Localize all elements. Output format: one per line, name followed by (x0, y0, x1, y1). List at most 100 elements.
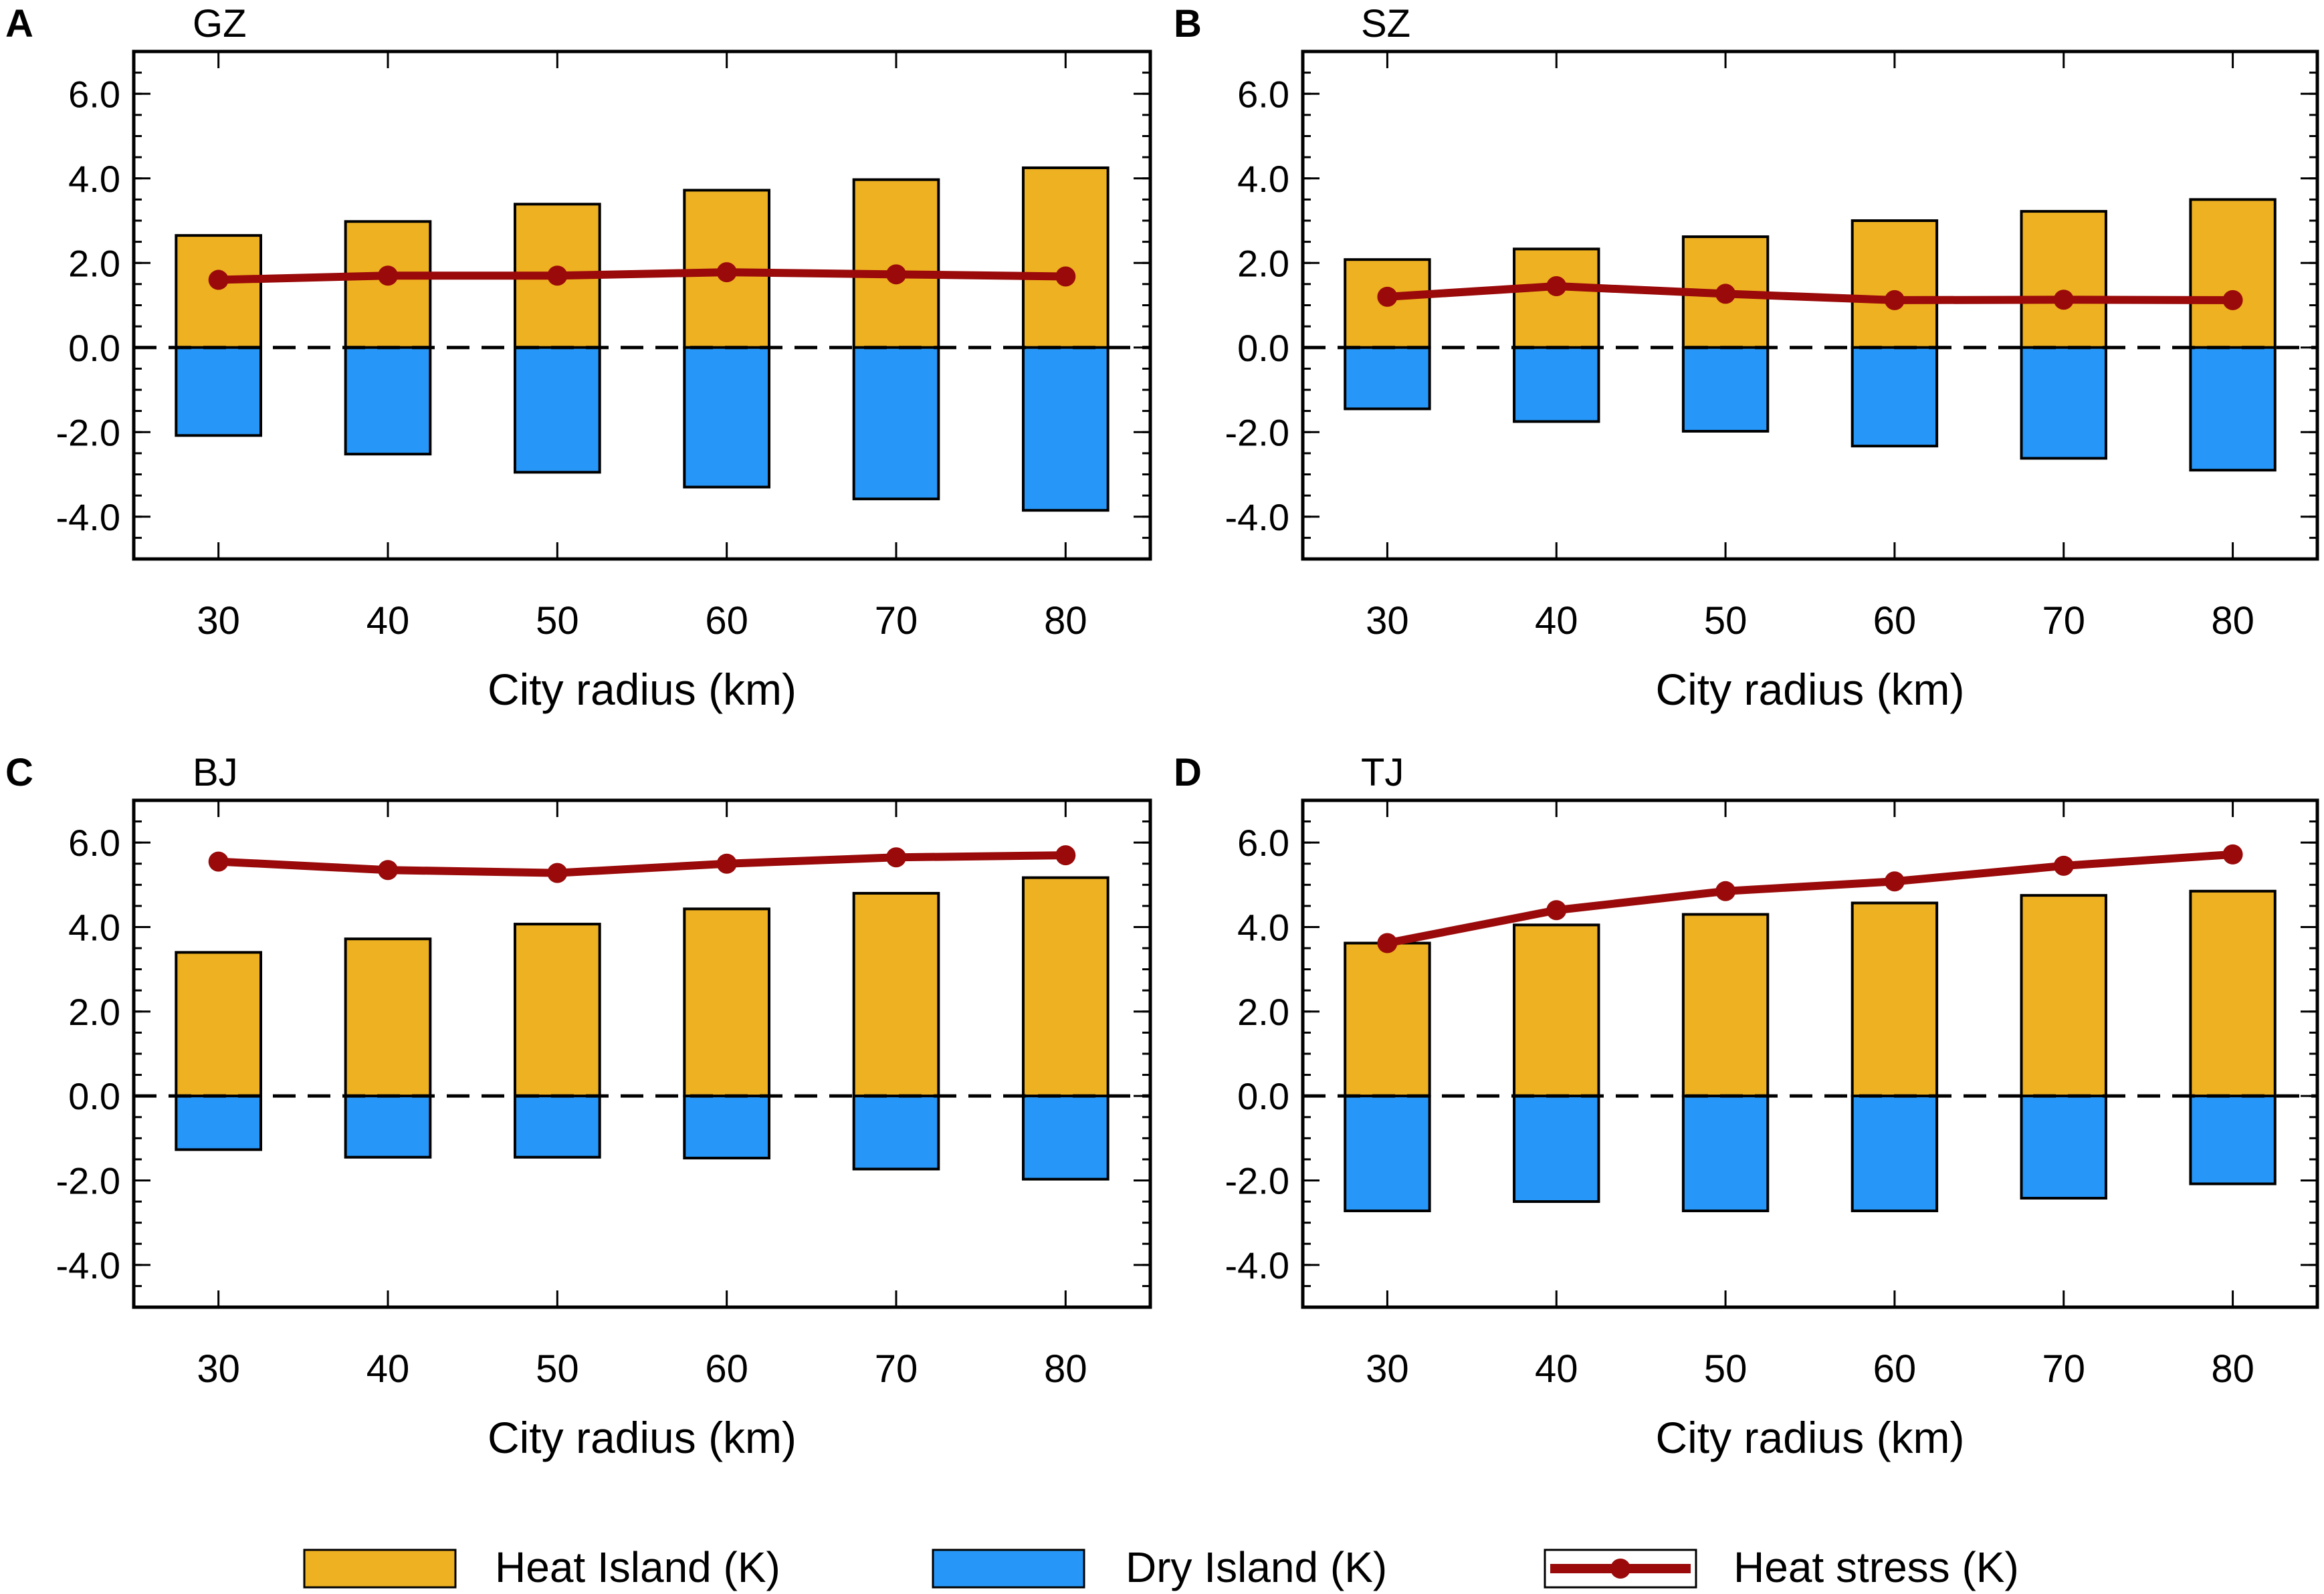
dry-island-bar (514, 346, 601, 474)
dry-island-bar (1681, 346, 1770, 433)
y-tick-label: -4.0 (56, 496, 121, 538)
y-tick-label: 2.0 (68, 242, 120, 284)
plot-frame (1301, 798, 2319, 1309)
heat-stress-point (547, 265, 568, 286)
legend-heat-island-label: Heat Island (K) (495, 1543, 780, 1591)
panel-title: BJ (193, 751, 238, 794)
y-tick-label: -2.0 (1225, 1160, 1290, 1202)
heat-stress-point (1377, 933, 1398, 953)
panel-title: TJ (1361, 751, 1404, 794)
dry-island-bar (344, 1095, 432, 1159)
y-tick-label: -2.0 (56, 1160, 121, 1202)
panel-title: SZ (1361, 2, 1410, 45)
plot-frame (1301, 49, 2319, 561)
x-tick-label: 40 (1535, 1347, 1578, 1391)
y-tick-label: 6.0 (68, 822, 120, 864)
x-tick-label: 30 (1366, 1347, 1409, 1391)
x-tick-label: 80 (1044, 599, 1087, 643)
heat-stress-point (886, 264, 906, 285)
heat-stress-point (1546, 900, 1567, 921)
chart-panel-d: D TJ 6.0 4.0 2.0 0.0 -2.0 -4.0 30 40 50 60 70 80 City … (1174, 751, 2319, 1462)
heat-island-bar (1022, 876, 1110, 1098)
x-tick-label: 40 (366, 1347, 410, 1391)
x-tick-label: 50 (536, 599, 579, 643)
dry-island-bar (683, 1095, 770, 1160)
x-tick-label: 50 (1704, 599, 1748, 643)
y-tick-label: 4.0 (68, 907, 120, 949)
heat-island-bar (1851, 219, 1939, 349)
y-tick-label: 4.0 (1237, 158, 1289, 200)
x-tick-label: 40 (366, 599, 410, 643)
heat-stress-point (716, 853, 737, 874)
heat-stress-point (1884, 290, 1905, 310)
dry-island-bar (2020, 1095, 2107, 1200)
legend-heat-stress-label: Heat stress (K) (1733, 1543, 2019, 1591)
chart-panel-a: A GZ 6.0 4.0 2.0 0.0 -2.0 -4.0 30 40 50 60 70 80 City … (5, 2, 1152, 714)
x-axis-title: City radius (km) (1655, 1413, 1964, 1462)
dry-island-bar (175, 1095, 263, 1151)
heat-island-bar (852, 891, 940, 1098)
heat-stress-point (1055, 266, 1076, 287)
dry-island-bar (1681, 1095, 1770, 1212)
heat-stress-point (1884, 871, 1905, 892)
legend: Heat Island (K) Dry Island (K) Heat stre… (303, 1543, 2019, 1591)
legend-dry-island-swatch (932, 1549, 1085, 1589)
heat-stress-point (2222, 844, 2243, 865)
y-tick-label: -4.0 (56, 1244, 121, 1286)
dry-island-bar (1022, 346, 1110, 512)
y-tick-label: -2.0 (1225, 411, 1290, 453)
dry-island-bar (1344, 1095, 1431, 1212)
y-tick-label: 4.0 (68, 158, 120, 200)
x-tick-label: 70 (2042, 599, 2085, 643)
y-tick-label: -2.0 (56, 411, 121, 453)
x-tick-label: 60 (1873, 1347, 1917, 1391)
x-tick-label: 50 (1704, 1347, 1748, 1391)
heat-island-bar (2020, 894, 2107, 1098)
x-tick-label: 60 (705, 1347, 748, 1391)
x-axis-title: City radius (km) (1655, 665, 1964, 714)
dry-island-bar (2189, 346, 2277, 472)
heat-island-bar (1022, 166, 1110, 349)
heat-stress-point (1715, 881, 1736, 901)
plot-frame (132, 798, 1152, 1309)
dry-island-bar (1513, 346, 1600, 423)
y-tick-label: 2.0 (68, 991, 120, 1033)
heat-island-bar (1513, 247, 1600, 349)
x-tick-label: 80 (2211, 599, 2254, 643)
legend-heat-stress-marker (1610, 1559, 1630, 1579)
dry-island-bar (1344, 346, 1431, 411)
dry-island-bar (1022, 1095, 1110, 1181)
panels: A GZ 6.0 4.0 2.0 0.0 -2.0 -4.0 30 40 50 60 70 80 City … (5, 2, 2319, 1462)
x-tick-label: 30 (1366, 599, 1409, 643)
y-tick-label: 6.0 (68, 73, 120, 115)
heat-stress-point (378, 860, 398, 881)
x-tick-label: 80 (2211, 1347, 2254, 1391)
dry-island-bar (2020, 346, 2107, 460)
dry-island-bar (852, 1095, 940, 1171)
x-tick-label: 60 (705, 599, 748, 643)
dry-island-bar (852, 346, 940, 501)
heat-island-bar (683, 907, 770, 1098)
heat-stress-line (1386, 850, 2233, 947)
heat-stress-point (208, 269, 229, 290)
heat-stress-point (1715, 283, 1736, 304)
legend-dry-island-label: Dry Island (K) (1126, 1543, 1387, 1591)
heat-stress-point (2053, 855, 2074, 876)
x-axis-title: City radius (km) (488, 665, 797, 714)
x-tick-label: 40 (1535, 599, 1578, 643)
heat-stress-line (218, 268, 1066, 284)
y-tick-label: 2.0 (1237, 242, 1289, 284)
heat-island-bar (1681, 913, 1770, 1098)
heat-stress-point (1377, 286, 1398, 307)
heat-island-bar (175, 951, 263, 1098)
heat-stress-point (2222, 290, 2243, 310)
x-tick-label: 60 (1873, 599, 1917, 643)
heat-island-bar (1344, 941, 1431, 1098)
heat-island-bar (1851, 901, 1939, 1098)
heat-stress-point (208, 851, 229, 872)
x-tick-label: 30 (197, 1347, 240, 1391)
heat-stress-point (1055, 845, 1076, 866)
panel-label: C (5, 751, 33, 794)
y-tick-label: -4.0 (1225, 496, 1290, 538)
